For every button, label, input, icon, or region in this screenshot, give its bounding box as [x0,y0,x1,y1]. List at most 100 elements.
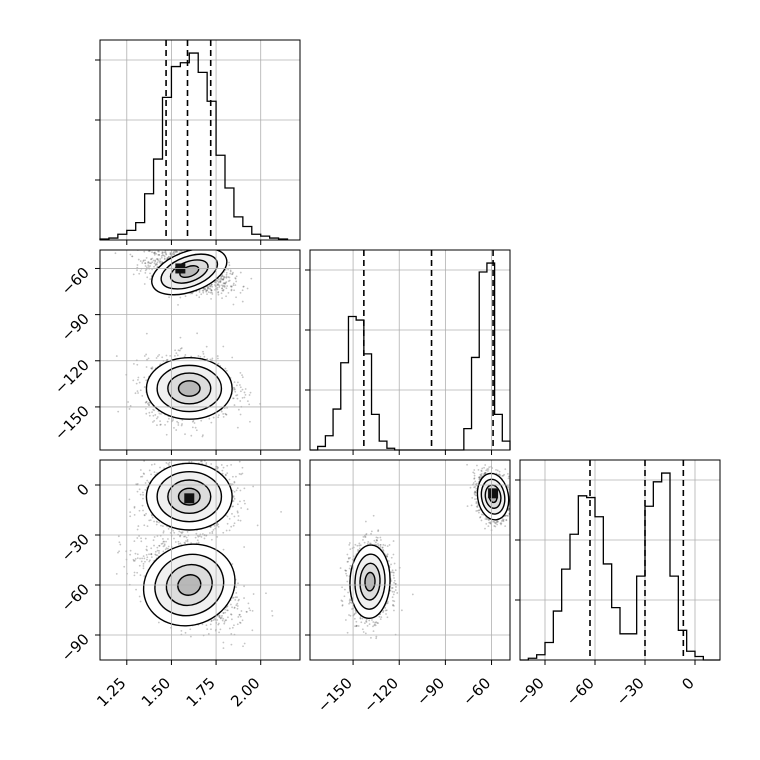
sample-point [224,473,227,476]
sample-point [223,286,226,288]
sample-point [225,295,227,298]
sample-point [211,530,214,533]
sample-point [169,354,172,357]
sample-point [138,535,140,537]
sample-point [139,270,142,272]
sample-point [208,417,211,420]
sample-point [136,553,139,556]
sample-point [179,542,182,545]
sample-point [184,535,186,538]
sample-point [162,254,165,257]
density-0-tick-label-y: −90 [58,310,93,345]
sample-point [193,422,196,424]
sample-point [194,536,197,539]
density-content [114,244,261,438]
sample-point [217,291,220,293]
sample-point [229,272,232,275]
sample-point [239,390,242,393]
sample-point [158,353,161,356]
sample-point [210,297,212,300]
sample-point [232,282,235,285]
sample-point [189,628,192,631]
sample-point [163,257,166,260]
sample-point [236,511,239,514]
sample-point [149,278,152,281]
sample-point [199,355,202,358]
sample-point [240,507,243,509]
sample-point [144,401,147,404]
sample-point [166,244,168,246]
density-contour [177,380,201,397]
sample-point [216,466,219,468]
sample-point [218,286,221,288]
sample-point [162,445,164,447]
sample-point [166,358,169,361]
sample-point [169,253,172,255]
sample-point [233,381,236,384]
sample-point [163,258,166,261]
sample-point [136,490,139,493]
sample-point [217,293,220,296]
sample-point [170,456,172,458]
sample-point [231,475,234,478]
sample-point [222,278,225,280]
density-contour [151,250,228,296]
sample-point [196,539,199,542]
sample-point [227,280,230,283]
sample-point [233,481,236,484]
sample-point [175,352,178,355]
sample-point [132,379,135,382]
sample-point [239,271,242,274]
sample-point [256,524,259,527]
sample-point [231,505,234,508]
sample-point [218,280,221,283]
sample-point [209,526,212,528]
sample-point [196,332,199,335]
sample-point [132,273,135,276]
sample-point [217,623,220,626]
sample-point [252,485,255,488]
sample-point [151,268,154,271]
sample-point [223,276,226,279]
sample-point [217,416,220,419]
sample-point [188,460,191,463]
sample-point [211,293,214,295]
sample-point [149,262,152,265]
sample-point [167,545,170,548]
sample-point [233,404,236,406]
sample-point [226,515,229,518]
sample-point [197,535,200,538]
sample-point [221,469,224,472]
sample-point [167,246,169,248]
sample-point [132,559,135,562]
sample-point [221,285,224,288]
sample-point [153,253,156,256]
sample-point [180,347,183,349]
sample-point [167,417,170,420]
sample-point [206,289,209,292]
sample-point [156,261,159,264]
sample-point [145,257,148,259]
sample-point [217,291,219,294]
sample-point [233,497,236,500]
sample-point [207,286,210,288]
sample-point [143,376,146,379]
sample-point [153,252,156,255]
sample-point [143,355,146,357]
sample-point [156,416,159,418]
sample-point [153,520,156,523]
sample-point [207,291,210,294]
sample-point [217,283,220,286]
sample-point [226,285,229,287]
sample-point [203,537,206,540]
sample-point [179,245,181,247]
sample-point [168,464,171,467]
sample-point [233,480,236,483]
sample-point [205,456,207,458]
sample-point [166,257,169,259]
sample-point [216,467,219,470]
sample-point [133,513,136,516]
sample-point [190,355,192,358]
sample-point [232,495,235,497]
sample-point [163,255,166,258]
